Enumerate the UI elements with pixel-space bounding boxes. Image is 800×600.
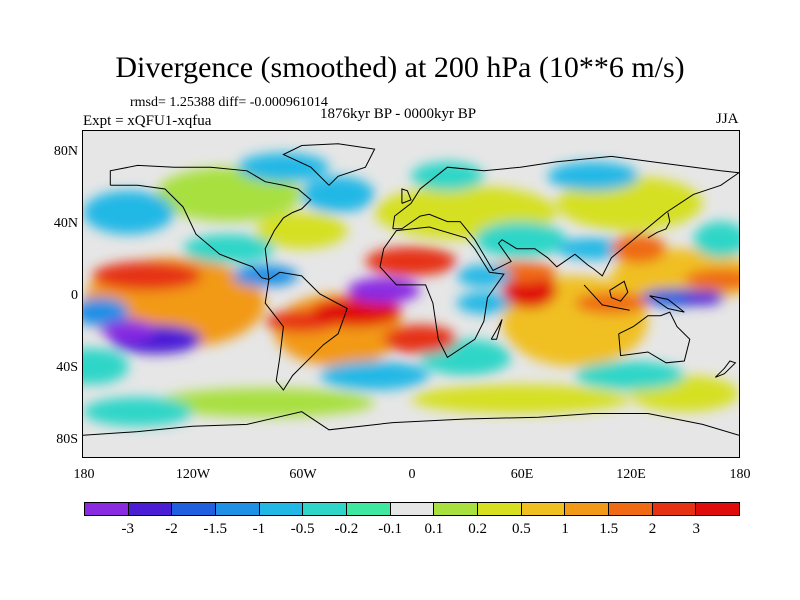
field-contour <box>575 361 685 390</box>
field-contour <box>611 234 667 264</box>
coastline <box>264 271 348 391</box>
experiment-text: Expt = xQFU1-xqfua <box>83 113 212 129</box>
colorbar-label: -0.1 <box>378 521 402 537</box>
x-tick-label: 180 <box>73 467 95 482</box>
coastline <box>392 155 739 277</box>
y-tick-label: 40N <box>53 216 78 231</box>
colorbar-label: 0.1 <box>424 521 444 537</box>
field-contour <box>547 161 639 191</box>
colorbar-label: -0.2 <box>334 521 359 537</box>
x-tick-label: 60E <box>510 467 534 482</box>
colorbar-label: 2 <box>648 521 657 537</box>
field-contour <box>256 212 348 249</box>
colorbar-label: -1 <box>252 521 266 537</box>
x-tick-label: 120W <box>175 467 211 482</box>
coastline <box>282 143 376 186</box>
coastline <box>649 295 685 313</box>
colorbar-swatch <box>565 503 610 515</box>
colorbar-label: -1.5 <box>203 521 228 537</box>
period-text: 1876kyr BP - 0000kyr BP <box>320 106 477 122</box>
field-contour <box>83 397 193 427</box>
field-contour <box>310 297 402 327</box>
field-contour <box>92 261 202 291</box>
coastline <box>618 311 691 364</box>
field-contour <box>183 234 275 264</box>
stats-text: rmsd= 1.25388 diff= -0.000961014 <box>130 95 328 110</box>
chart-title: Divergence (smoothed) at 200 hPa (10**6 … <box>115 51 685 84</box>
field-contour <box>383 324 457 354</box>
field-contour <box>361 283 406 298</box>
coastline <box>714 360 737 378</box>
colorbar-label: 1 <box>561 521 569 537</box>
season-text: JJA <box>716 111 739 127</box>
colorbar-swatch <box>259 503 304 515</box>
y-tick-label: 80N <box>53 144 78 159</box>
colorbar-swatch <box>521 503 566 515</box>
coastline <box>401 188 412 204</box>
colorbar-label: -2 <box>165 521 178 537</box>
colorbar-swatch <box>696 503 740 515</box>
colorbar-swatch <box>172 503 217 515</box>
colorbar-swatch <box>216 503 260 515</box>
coastline <box>379 226 505 359</box>
colorbar-swatch <box>609 503 653 515</box>
coastline <box>109 164 312 281</box>
colorbar-label: 3 <box>692 521 701 537</box>
coastline <box>609 280 629 302</box>
coastline <box>490 319 503 340</box>
field-contour <box>456 265 512 287</box>
colorbar-swatch <box>434 503 479 515</box>
colorbar-swatch <box>652 503 697 515</box>
colorbar <box>84 502 740 516</box>
field-contour <box>83 348 129 385</box>
colorbar-label: 0.2 <box>468 521 487 537</box>
field-contour <box>83 297 129 327</box>
field-contour <box>474 221 566 258</box>
y-tick-label: 0 <box>71 288 78 303</box>
colorbar-swatch <box>347 503 391 515</box>
x-tick-label: 0 <box>408 467 416 482</box>
field-contour <box>319 361 430 390</box>
colorbar-label: 1.5 <box>599 521 619 537</box>
field-contour <box>301 176 375 213</box>
coastline <box>647 212 671 239</box>
x-tick-label: 120E <box>616 467 646 482</box>
field-contour <box>101 319 156 342</box>
colorbar-label: -3 <box>121 521 134 537</box>
field-contour <box>155 388 375 418</box>
y-tick-label: 80S <box>56 432 78 447</box>
coastline <box>83 411 739 436</box>
colorbar-swatch <box>390 503 435 515</box>
coastline <box>583 284 630 311</box>
x-tick-label: 60W <box>289 467 317 482</box>
colorbar-swatch <box>128 503 173 515</box>
field-contour <box>456 292 512 314</box>
field-contour <box>155 167 302 222</box>
colorbar-label: 0.5 <box>511 521 531 537</box>
field-contour <box>411 384 630 414</box>
x-tick-label: 180 <box>729 467 751 482</box>
colorbar-swatch <box>478 503 522 515</box>
colorbar-swatch <box>303 503 348 515</box>
divergence-field <box>83 143 739 436</box>
y-tick-label: 40S <box>56 360 78 375</box>
field-contour <box>680 290 725 305</box>
map-panel <box>82 130 740 458</box>
colorbar-swatch <box>85 503 129 515</box>
field-contour <box>693 221 739 258</box>
field-contour <box>365 246 457 276</box>
field-contour <box>575 292 648 314</box>
field-contour <box>411 161 484 191</box>
field-contour <box>237 152 329 182</box>
field-contour <box>684 268 739 291</box>
field-contour <box>232 265 299 287</box>
field-contour <box>83 190 175 235</box>
colorbar-label: -0.5 <box>290 521 315 537</box>
